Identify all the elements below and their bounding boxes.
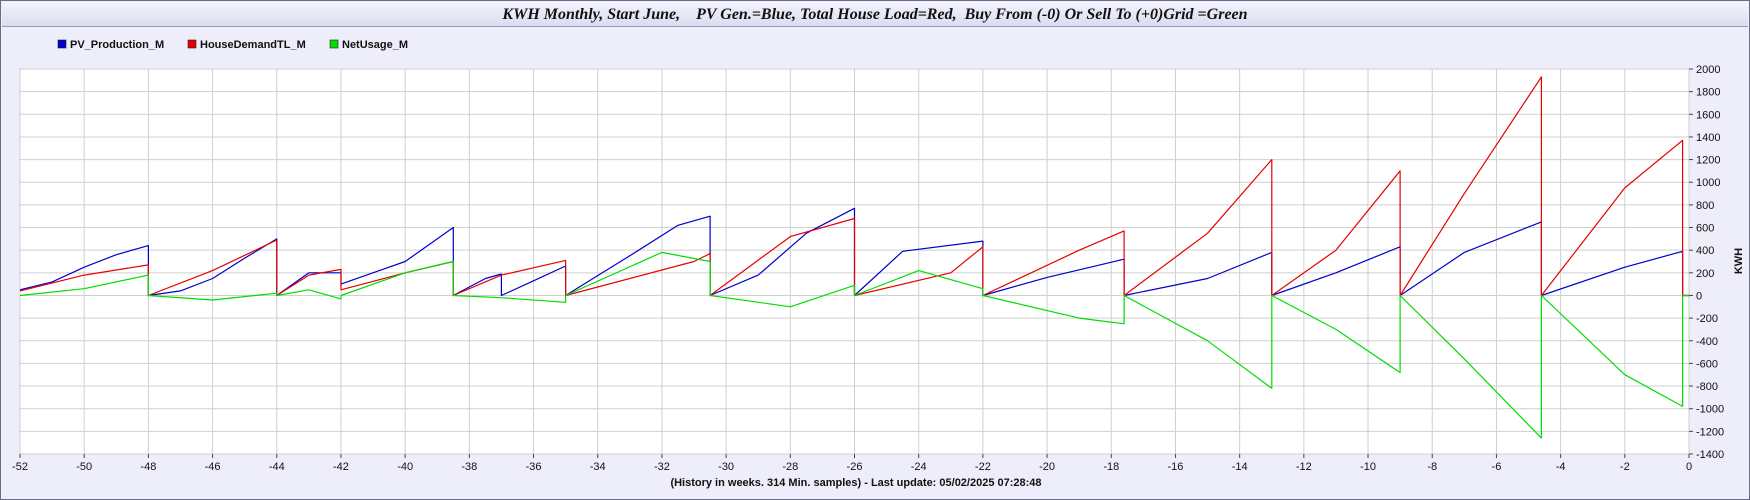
x-tick-label: -22	[975, 461, 991, 473]
x-axis-ticks: -52 -50 -48 -46 -44 -42 -40 -38 -36 -34 -32 -30 -28-…	[12, 454, 1692, 473]
x-tick-label: 0	[1686, 461, 1692, 473]
legend-item: PV_Production_M	[57, 39, 164, 51]
x-tick-label: -14	[1232, 461, 1248, 473]
series-NetUsage_M	[19, 251, 1689, 439]
x-tick-label: -34	[590, 461, 606, 473]
y-tick-label: -1200	[1696, 426, 1724, 438]
x-tick-label: -52	[12, 461, 28, 473]
legend-label: HouseDemandTL_M	[200, 39, 306, 51]
x-tick-label: -32	[654, 461, 670, 473]
y-tick-label: 2000	[1696, 64, 1720, 76]
y-tick-label: -800	[1696, 381, 1718, 393]
x-tick-label: -4	[1556, 461, 1566, 473]
series-PV_Production_M	[19, 207, 1689, 297]
x-tick-label: -10	[1360, 461, 1376, 473]
x-tick-label: -6	[1492, 461, 1502, 473]
legend-swatch	[329, 39, 339, 49]
x-tick-label: -48	[140, 461, 156, 473]
y-tick-label: -400	[1696, 336, 1718, 348]
series-line	[19, 251, 1689, 439]
y-tick-label: 0	[1696, 290, 1702, 302]
y-tick-label: 1400	[1696, 132, 1720, 144]
series-lines	[19, 76, 1689, 439]
y-tick-label: 400	[1696, 245, 1714, 257]
y-axis-ticks: 2000180016001400120010008006004002000-20…	[1689, 64, 1724, 461]
x-tick-label: -26	[847, 461, 863, 473]
x-tick-label: -2	[1620, 461, 1630, 473]
series-line	[19, 76, 1689, 297]
y-tick-label: 1800	[1696, 87, 1720, 99]
y-tick-label: 600	[1696, 223, 1714, 235]
y-tick-label: -1000	[1696, 404, 1724, 416]
x-tick-label: -18	[1103, 461, 1119, 473]
y-tick-label: 1200	[1696, 155, 1720, 167]
y-tick-label: -200	[1696, 313, 1718, 325]
y-tick-label: 800	[1696, 200, 1714, 212]
x-tick-label: -40	[397, 461, 413, 473]
y-tick-label: 1000	[1696, 177, 1720, 189]
x-tick-label: -24	[911, 461, 927, 473]
legend-item: HouseDemandTL_M	[187, 39, 306, 51]
legend-swatch	[187, 39, 197, 49]
legend: PV_Production_M HouseDemandTL_M NetUsage_M	[57, 39, 408, 51]
x-tick-label: -8	[1427, 461, 1437, 473]
y-axis-label: KWH	[1733, 248, 1745, 274]
x-tick-label: -36	[526, 461, 542, 473]
x-tick-label: -42	[333, 461, 349, 473]
x-tick-label: -30	[718, 461, 734, 473]
legend-swatch	[57, 39, 67, 49]
x-tick-label: -50	[76, 461, 92, 473]
x-tick-label: -12	[1296, 461, 1312, 473]
y-tick-label: 200	[1696, 268, 1714, 280]
legend-label: PV_Production_M	[70, 39, 164, 51]
x-tick-label: -20	[1039, 461, 1055, 473]
legend-item: NetUsage_M	[329, 39, 408, 51]
chart-title: KWH Monthly, Start June, PV Gen.=Blue, T…	[2, 2, 1748, 27]
x-tick-label: -16	[1168, 461, 1184, 473]
series-line	[19, 207, 1689, 297]
x-tick-label: -44	[269, 461, 285, 473]
x-tick-label: -46	[205, 461, 221, 473]
legend-label: NetUsage_M	[342, 39, 408, 51]
y-tick-label: 1600	[1696, 109, 1720, 121]
x-tick-label: -28	[782, 461, 798, 473]
y-tick-label: -600	[1696, 358, 1718, 370]
y-tick-label: -1400	[1696, 449, 1724, 461]
x-axis-label: (History in weeks. 314 Min. samples) - L…	[670, 477, 1041, 489]
x-tick-label: -38	[461, 461, 477, 473]
series-HouseDemandTL_M	[19, 76, 1689, 297]
